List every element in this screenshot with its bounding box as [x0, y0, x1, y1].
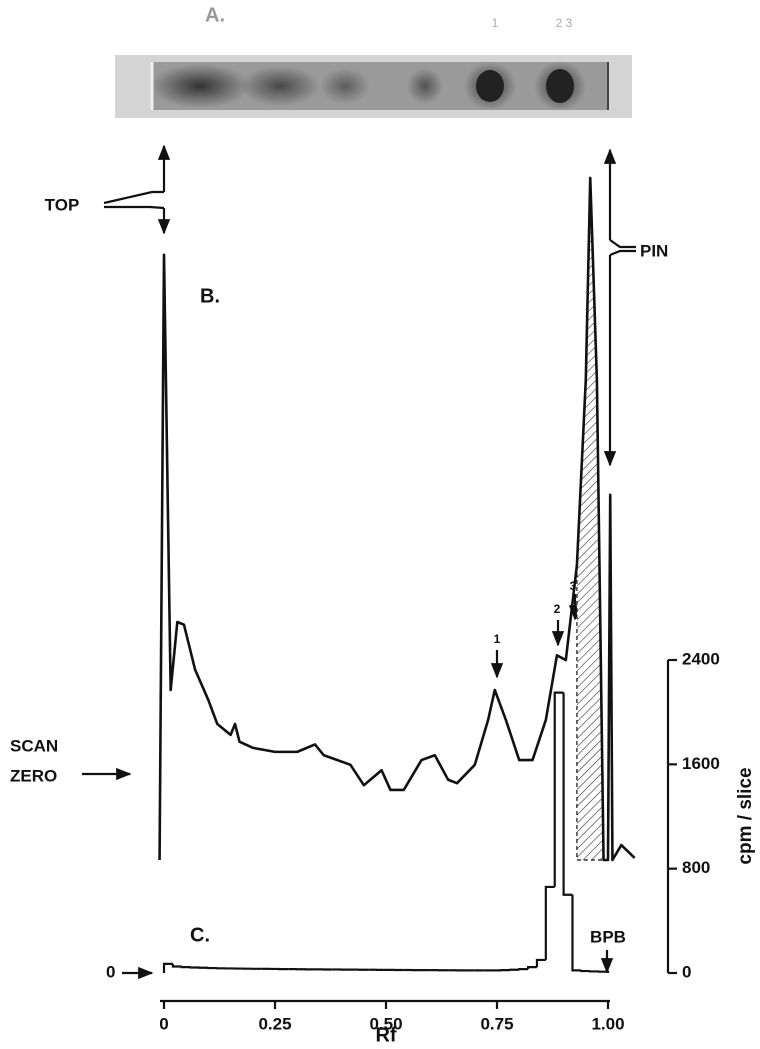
x-tick-label: 0.75: [480, 1014, 513, 1033]
annotation-arrows: [82, 144, 636, 980]
x-tick-label: 0.25: [258, 1014, 291, 1033]
gel-image: [115, 55, 632, 118]
annotation: ZERO: [10, 766, 57, 785]
histogram-bar: [180, 966, 191, 969]
histogram-bar: [571, 894, 582, 972]
x-tick-label: 0.50: [369, 1014, 402, 1033]
histogram-bar: [162, 962, 173, 973]
histogram-bar: [598, 970, 610, 973]
histogram-bar: [535, 958, 546, 968]
histogram-bar: [526, 966, 537, 970]
annotation: PIN: [640, 241, 668, 260]
annotation: TOP: [45, 195, 80, 214]
peak-label: 2: [554, 602, 561, 616]
histogram-bar: [171, 963, 182, 968]
panel-label: A.: [205, 4, 225, 26]
scan-line: [158, 176, 636, 862]
panel-label: B.: [200, 285, 220, 307]
x-tick-label: 0: [159, 1014, 168, 1033]
annotation: SCAN: [10, 736, 58, 755]
annotation: 0: [106, 962, 115, 981]
histogram-bar: [562, 692, 573, 896]
y-tick-label: 1600: [682, 754, 720, 773]
peak-label: 1: [494, 632, 501, 646]
y-tick-label: 0: [682, 962, 691, 981]
y-tick-label: 800: [682, 858, 710, 877]
histogram-bar: [544, 885, 555, 960]
histogram-bar: [518, 967, 529, 971]
y-tick-label: 2400: [682, 649, 720, 668]
histogram-bar: [553, 691, 564, 887]
band-label: 2 3: [556, 16, 573, 30]
panel-label: C.: [190, 924, 210, 946]
annotation: BPB: [590, 927, 626, 946]
histogram-bar: [580, 969, 591, 973]
y-axis-label: cpm / slice: [735, 767, 756, 864]
band-label: 1: [492, 16, 499, 30]
x-tick-label: 1.00: [591, 1014, 624, 1033]
x-axis-label: Rf: [375, 1024, 396, 1046]
